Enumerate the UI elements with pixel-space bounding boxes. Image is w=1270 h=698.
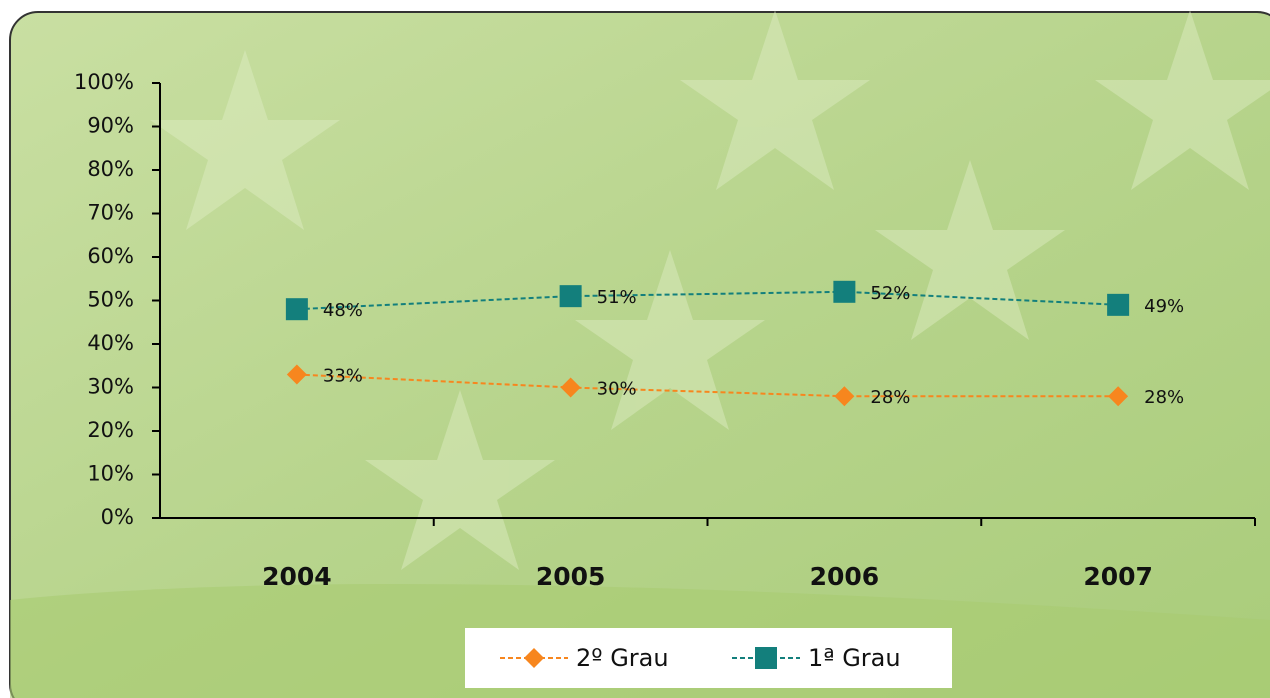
marker [834, 386, 855, 407]
marker [1108, 386, 1129, 407]
data-label: 30% [597, 379, 637, 400]
legend-label: 2º Grau [576, 644, 669, 672]
data-label: 28% [1144, 387, 1184, 408]
panel [9, 11, 1270, 698]
y-tick-label: 50% [87, 288, 134, 312]
marker [559, 285, 582, 308]
x-tick-label: 2005 [536, 562, 606, 591]
marker [285, 298, 308, 321]
data-label: 28% [870, 387, 910, 408]
y-tick-label: 10% [87, 462, 134, 486]
data-label: 33% [323, 365, 363, 386]
y-tick-label: 20% [87, 418, 134, 442]
x-tick-label: 2004 [262, 562, 332, 591]
marker [286, 364, 307, 385]
data-label: 48% [323, 300, 363, 321]
x-tick-label: 2006 [810, 562, 880, 591]
legend-marker [524, 648, 544, 668]
plot-area: 0% 10% 20% 30% 40% 50% 60% 70% 80% 90% 100% 2004 200… [74, 70, 1256, 591]
y-tick-label: 80% [87, 157, 134, 181]
data-label: 52% [870, 283, 910, 304]
data-label: 51% [597, 287, 637, 308]
y-tick-label: 40% [87, 331, 134, 355]
data-label: 49% [1144, 296, 1184, 317]
legend-marker [755, 647, 777, 669]
marker [833, 280, 856, 303]
x-tick-label: 2007 [1083, 562, 1153, 591]
legend-label: 1ª Grau [808, 644, 901, 672]
y-tick-label: 0% [101, 505, 134, 529]
series-line [296, 373, 1119, 398]
star-decoration [150, 10, 1270, 570]
y-tick-label: 60% [87, 244, 134, 268]
y-tick-label: 30% [87, 375, 134, 399]
series-line [296, 290, 1119, 311]
legend-box [465, 628, 952, 688]
marker [560, 377, 581, 398]
y-tick-label: 100% [74, 70, 134, 94]
y-tick-label: 70% [87, 201, 134, 225]
marker [1107, 293, 1130, 316]
y-tick-label: 90% [87, 114, 134, 138]
